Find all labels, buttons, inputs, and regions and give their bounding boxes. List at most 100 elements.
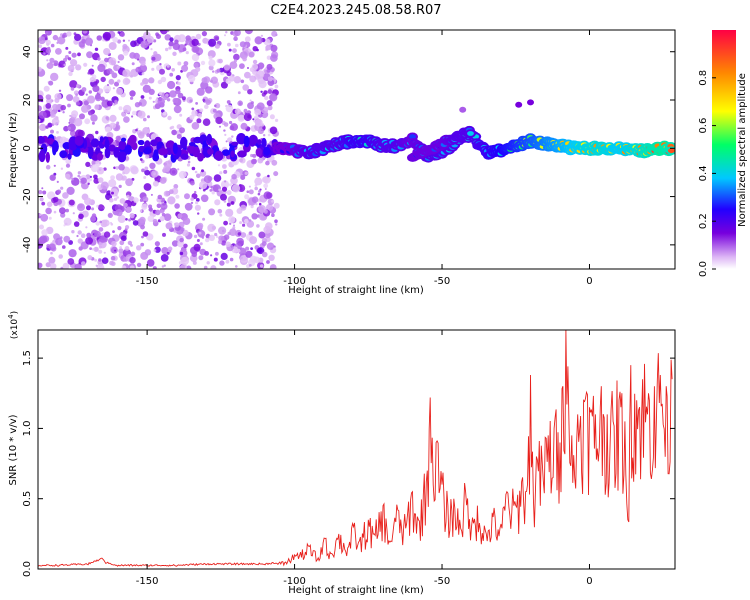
noise-blob: [122, 104, 132, 114]
noise-blob: [139, 198, 144, 202]
noise-blob: [111, 240, 117, 247]
noise-blob: [131, 115, 134, 118]
noise-blob: [81, 261, 86, 266]
noise-blob: [56, 131, 59, 134]
noise-blob: [87, 71, 90, 75]
noise-blob: [142, 78, 149, 85]
noise-blob: [231, 173, 237, 180]
noise-blob: [94, 230, 101, 238]
noise-blob: [230, 177, 238, 185]
band-blob: [118, 140, 127, 151]
noise-blob: [221, 186, 228, 192]
noise-blob: [237, 100, 243, 107]
noise-blob: [251, 213, 258, 220]
noise-blob: [63, 58, 67, 62]
band-blob: [99, 136, 104, 143]
noise-blob: [89, 178, 92, 182]
noise-blob: [125, 178, 133, 187]
noise-blob: [84, 37, 93, 46]
noise-blob: [153, 172, 157, 176]
noise-blob: [112, 103, 115, 107]
noise-blob: [265, 44, 271, 51]
noise-blob: [89, 247, 92, 251]
noise-blob: [202, 118, 211, 126]
noise-blob: [137, 110, 146, 119]
band-blob: [90, 138, 100, 148]
noise-blob: [77, 174, 80, 178]
noise-blob: [172, 97, 179, 104]
noise-blob: [248, 51, 255, 58]
noise-blob: [225, 259, 230, 264]
noise-blob: [230, 123, 239, 131]
band-blob: [236, 133, 247, 145]
noise-blob: [230, 201, 235, 205]
noise-blob: [177, 34, 186, 43]
noise-blob: [202, 98, 206, 102]
noise-blob: [147, 115, 150, 119]
noise-blob: [256, 102, 265, 111]
noise-blob: [130, 251, 136, 257]
noise-blob: [250, 247, 254, 251]
noise-blob: [178, 170, 187, 179]
noise-blob: [156, 203, 162, 209]
noise-blob: [195, 102, 199, 105]
noise-blob: [149, 162, 156, 169]
noise-blob: [115, 166, 119, 170]
noise-blob: [84, 197, 92, 206]
band-blob: [45, 151, 50, 163]
noise-blob: [223, 129, 226, 132]
noise-blob: [63, 63, 66, 67]
noise-blob: [203, 175, 212, 184]
noise-blob: [189, 99, 193, 103]
noise-blob: [119, 240, 125, 246]
noise-blob: [204, 251, 210, 256]
noise-blob: [266, 100, 273, 107]
noise-blob: [250, 158, 257, 165]
noise-blob: [223, 200, 227, 203]
noise-blob: [267, 76, 273, 82]
noise-blob: [124, 246, 130, 251]
noise-blob: [75, 64, 82, 71]
noise-blob: [269, 126, 278, 135]
band-blob: [261, 137, 267, 148]
noise-blob: [182, 47, 187, 52]
band-blob: [192, 146, 200, 158]
noise-blob: [212, 70, 215, 73]
noise-blob: [157, 194, 163, 200]
noise-blob: [229, 228, 237, 236]
noise-blob: [150, 48, 153, 51]
noise-blob: [220, 180, 230, 189]
colorbar-label: Normalized spectral amplitude: [737, 73, 748, 227]
noise-blob: [129, 90, 136, 97]
noise-blob: [219, 213, 223, 217]
noise-blob: [202, 217, 206, 221]
noise-blob: [58, 254, 63, 259]
noise-blob: [38, 110, 47, 119]
noise-blob: [233, 53, 240, 61]
noise-blob: [174, 39, 179, 44]
noise-blob: [84, 118, 91, 125]
noise-blob: [164, 34, 171, 41]
noise-blob: [50, 251, 53, 255]
noise-blob: [244, 71, 251, 79]
noise-blob: [204, 104, 209, 109]
noise-blob: [208, 38, 217, 47]
noise-blob: [73, 221, 80, 227]
band-blob: [52, 140, 59, 153]
noise-blob: [258, 80, 267, 89]
noise-blob: [46, 201, 53, 208]
noise-blob: [239, 41, 246, 48]
noise-blob: [139, 158, 143, 161]
noise-blob: [86, 205, 91, 211]
noise-blob: [177, 168, 180, 171]
noise-blob: [117, 39, 122, 44]
noise-blob: [102, 219, 110, 227]
noise-blob: [56, 41, 59, 45]
noise-blob: [255, 202, 258, 206]
noise-blob: [223, 64, 231, 71]
noise-blob: [189, 114, 195, 120]
band-blob: [255, 147, 262, 157]
noise-blob: [220, 193, 227, 201]
noise-blob: [115, 209, 123, 217]
noise-blob: [144, 169, 151, 176]
